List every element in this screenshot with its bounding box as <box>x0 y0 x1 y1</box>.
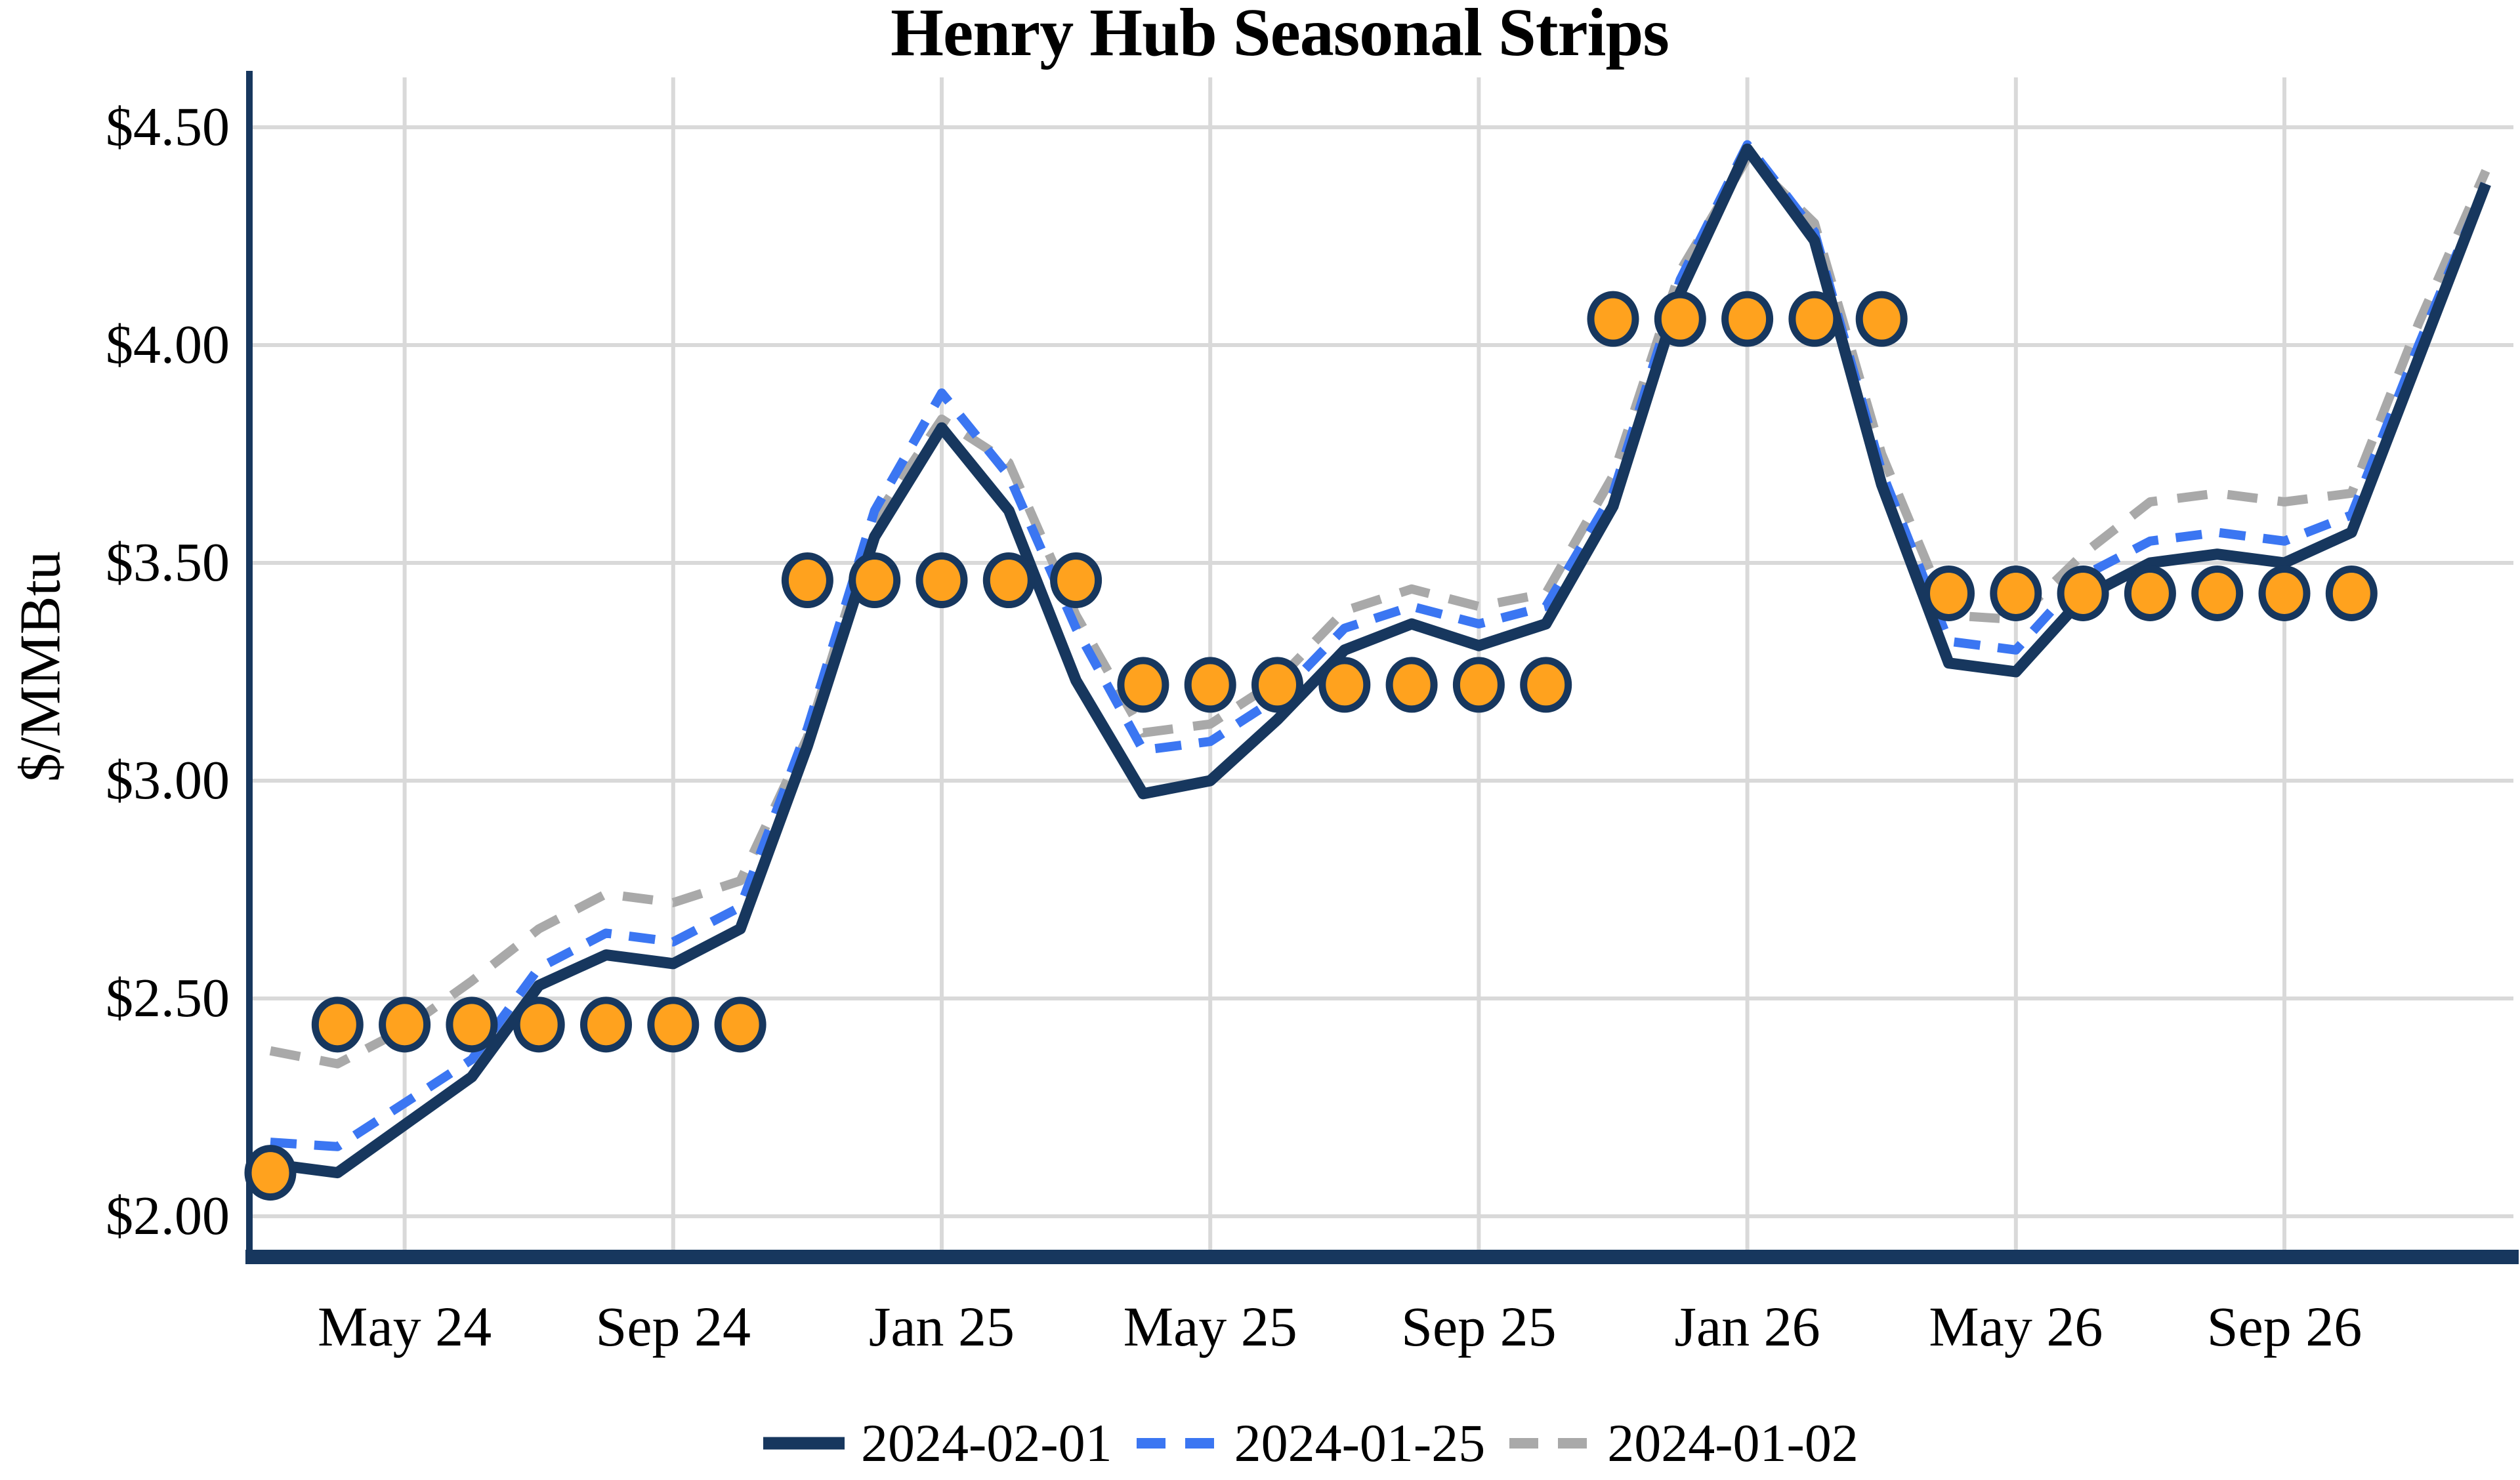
y-tick-label: $2.50 <box>106 968 230 1029</box>
legend-item-2024-01-25: 2024-01-25 <box>1135 1412 1486 1474</box>
x-tick-label: May 26 <box>1929 1295 2103 1358</box>
strip-marker <box>2124 565 2176 621</box>
x-tick-label: Sep 24 <box>595 1295 751 1358</box>
strip-marker <box>1251 657 1303 713</box>
strip-marker <box>1117 657 1169 713</box>
series-line-2024-02-01 <box>269 143 2491 1179</box>
strip-marker <box>647 997 700 1053</box>
strip-marker <box>1385 657 1438 713</box>
x-tick-label: Jan 25 <box>868 1295 1015 1358</box>
strip-marker <box>2057 565 2109 621</box>
legend-swatch-dashed-line <box>1509 1438 1591 1449</box>
strip-marker <box>982 552 1035 609</box>
series-line-2024-01-25 <box>270 140 2490 1151</box>
strip-marker <box>446 997 498 1053</box>
legend-item-2024-01-02: 2024-01-02 <box>1507 1412 1858 1474</box>
strip-marker <box>849 552 901 609</box>
strip-marker <box>244 1145 297 1201</box>
x-tick-label: Sep 26 <box>2206 1295 2362 1358</box>
legend-swatch-solid-line <box>763 1437 845 1450</box>
strip-marker <box>1050 552 1102 609</box>
x-tick-label: Sep 25 <box>1401 1295 1557 1358</box>
strip-marker <box>1587 291 1639 347</box>
legend-swatch-dashed-line <box>1136 1438 1218 1449</box>
strip-marker <box>1923 565 1975 621</box>
x-tick-label: May 24 <box>318 1295 492 1358</box>
strip-marker <box>2325 565 2378 621</box>
strip-marker <box>1788 291 1841 347</box>
strip-marker <box>714 997 766 1053</box>
y-tick-label: $3.50 <box>106 532 230 593</box>
strip-marker <box>379 997 431 1053</box>
strip-marker <box>1654 291 1706 347</box>
strip-marker <box>1452 657 1505 713</box>
series-line-2024-01-02 <box>269 153 2490 1069</box>
legend: 2024-02-01 2024-01-25 2024-01-02 <box>761 1409 1858 1477</box>
strip-marker <box>1184 657 1236 713</box>
legend-label: 2024-01-02 <box>1607 1413 1858 1473</box>
chart-title: Henry Hub Seasonal Strips <box>891 0 1670 70</box>
strip-marker <box>1520 657 1572 713</box>
strip-marker <box>311 997 364 1053</box>
strip-marker <box>1990 565 2042 621</box>
strip-marker <box>1721 291 1774 347</box>
y-tick-label: $4.50 <box>106 96 230 157</box>
strip-marker <box>1855 291 1908 347</box>
strip-marker <box>513 997 565 1053</box>
legend-item-2024-02-01: 2024-02-01 <box>761 1412 1112 1474</box>
y-tick-label: $2.00 <box>106 1185 230 1246</box>
x-tick-label: Jan 26 <box>1674 1295 1820 1358</box>
legend-label: 2024-01-25 <box>1234 1413 1486 1473</box>
strip-marker <box>580 997 632 1053</box>
legend-label: 2024-02-01 <box>861 1413 1112 1473</box>
y-tick-label: $3.00 <box>106 750 230 811</box>
strip-marker <box>781 552 833 609</box>
strip-marker <box>1318 657 1371 713</box>
y-tick-label: $4.00 <box>106 314 230 375</box>
strip-marker <box>915 552 968 609</box>
x-tick-label: May 25 <box>1123 1295 1297 1358</box>
strip-marker <box>2258 565 2311 621</box>
strip-marker <box>2191 565 2244 621</box>
